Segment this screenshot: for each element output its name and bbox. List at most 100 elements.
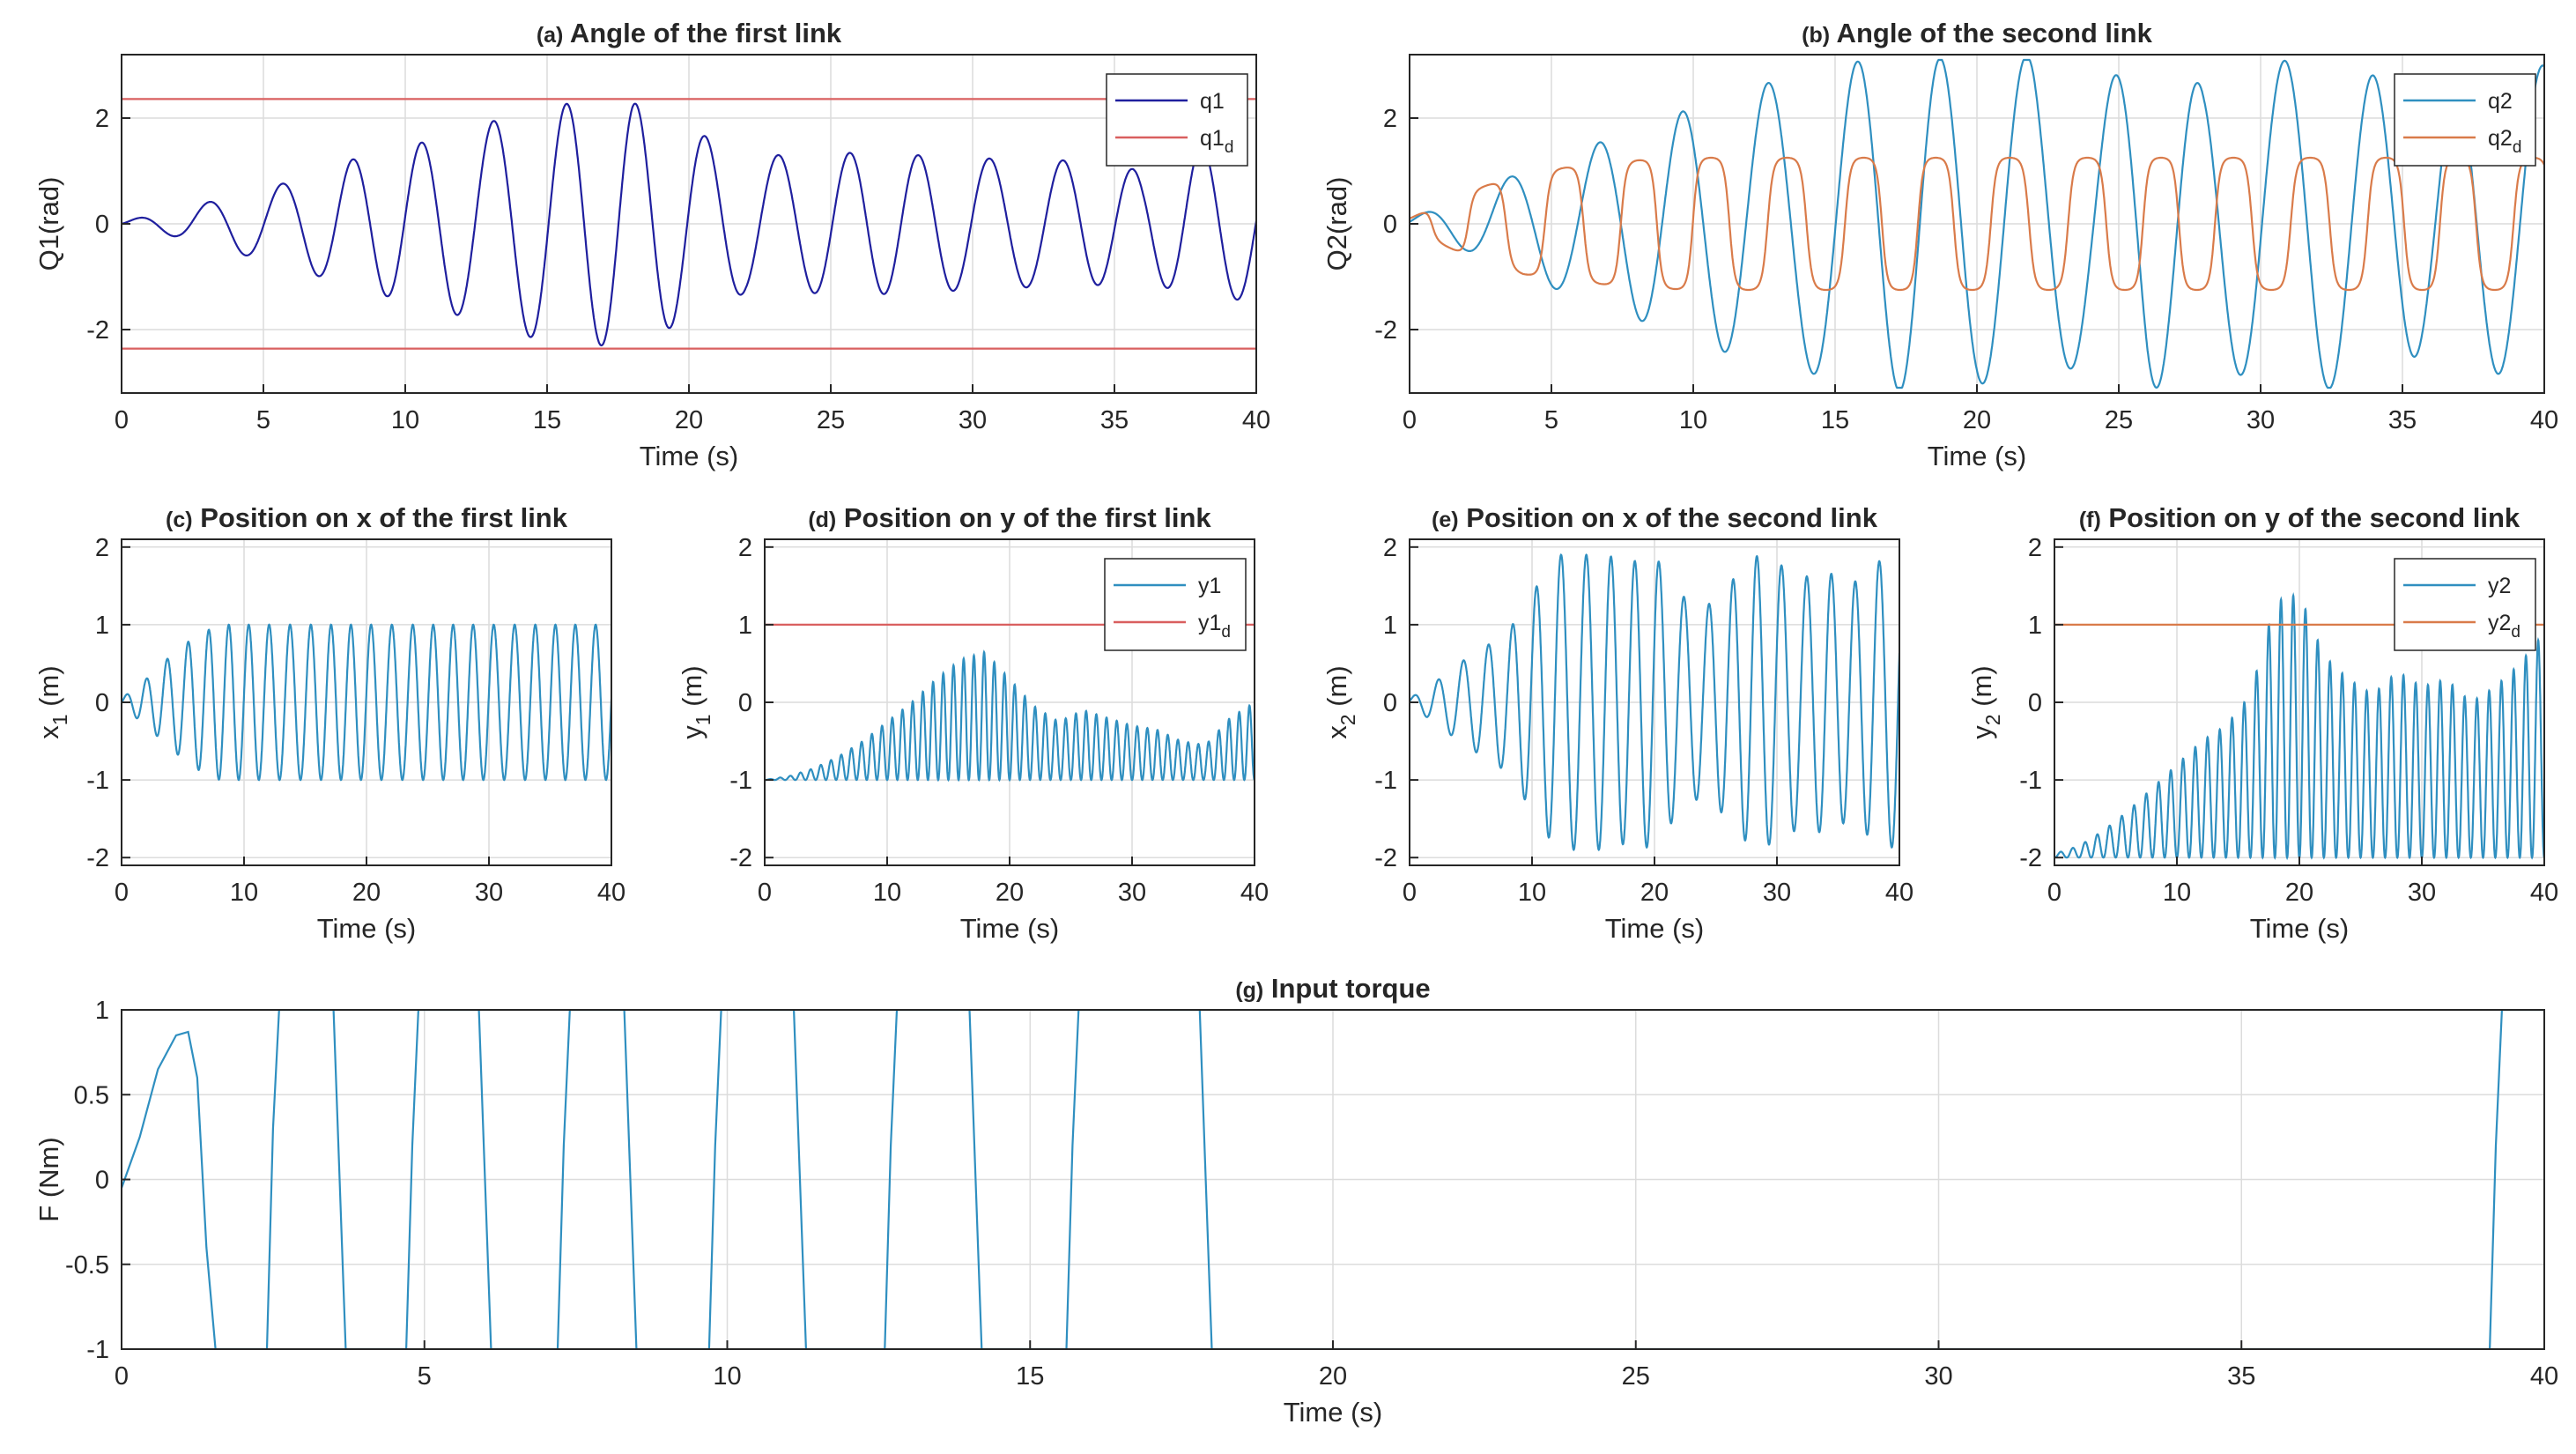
chart-a: 0 5 10 15 20 25 30 35 40 -2 0 2 (a) Angle of the fir… <box>33 18 1270 471</box>
legend-main: q2 <box>2488 126 2513 151</box>
x-tick-label: 40 <box>1240 879 1269 907</box>
title-text: Position on x of the second link <box>1459 502 1878 533</box>
legend-main: y2 <box>2488 611 2511 635</box>
x-tick-label: 20 <box>1640 879 1669 907</box>
chart-title: (e) Position on x of the second link <box>1432 502 1878 533</box>
chart-b: 0 5 10 15 20 25 30 35 40 -2 0 2 (b) Angle of the sec… <box>1321 18 2558 471</box>
series-group <box>1410 553 1899 851</box>
x-tick-label: 5 <box>418 1362 432 1391</box>
y-tick-label: 2 <box>95 534 109 562</box>
y-tick-label: -2 <box>1374 844 1397 872</box>
x-tick-label: 40 <box>1242 406 1270 434</box>
x-tick-label: 10 <box>2163 879 2191 907</box>
x-tick-label: 30 <box>2247 406 2275 434</box>
y-tick-label: -2 <box>86 844 109 872</box>
chart-title: (g) Input torque <box>1235 973 1430 1004</box>
y-label-main: x <box>33 725 64 739</box>
legend-main: y2 <box>2488 574 2511 598</box>
x-tick-label: 30 <box>1118 879 1146 907</box>
title-tag: (g) <box>1235 978 1263 1003</box>
x-tick-label: 20 <box>1963 406 1991 434</box>
y-label-main: F (Nm) <box>33 1137 64 1221</box>
x-tick-label: 35 <box>2227 1362 2255 1391</box>
y-tick-label: -1 <box>1374 767 1397 795</box>
y-tick-label: 2 <box>738 534 752 562</box>
title-tag: (e) <box>1432 508 1459 532</box>
y-label-sub: 1 <box>48 714 71 725</box>
x-tick-label: 30 <box>959 406 987 434</box>
x-tick-label: 10 <box>713 1362 741 1391</box>
legend-main: q2 <box>2488 89 2513 114</box>
series-group <box>122 623 611 782</box>
x-tick-label: 20 <box>1319 1362 1347 1391</box>
x-tick-label: 30 <box>475 879 503 907</box>
x-tick-label: 0 <box>1403 879 1417 907</box>
title-text: Position on y of the first link <box>836 502 1211 533</box>
chart-f: 0 10 20 30 40 -2 -1 0 1 2 (f) Position on y of the… <box>1966 502 2558 944</box>
x-tick-label: 15 <box>533 406 561 434</box>
x-tick-label: 20 <box>352 879 381 907</box>
y-tick-label: 0.5 <box>74 1081 109 1109</box>
y-tick-label: -1 <box>2019 767 2042 795</box>
legend-label: q2d <box>2488 126 2521 157</box>
y-tick-label: 0 <box>2028 689 2042 717</box>
x-tick-label: 30 <box>1763 879 1791 907</box>
legend-sub: d <box>2511 623 2520 642</box>
x-tick-label: 40 <box>2530 879 2558 907</box>
x-axis-label: Time (s) <box>640 441 739 471</box>
x-axis-label: Time (s) <box>1928 441 2027 471</box>
legend-label: y1 <box>1198 574 1221 598</box>
y-label-unit: (m) <box>1321 665 1352 714</box>
chart-title: (c) Position on x of the first link <box>166 502 568 533</box>
x-axis-label: Time (s) <box>2250 913 2350 944</box>
chart-title: (f) Position on y of the second link <box>2079 502 2520 533</box>
y-tick-label: -1 <box>86 1336 109 1364</box>
x-tick-label: 35 <box>1100 406 1129 434</box>
series-line-x1 <box>122 623 611 782</box>
x-tick-label: 20 <box>675 406 703 434</box>
y-tick-label: 2 <box>1383 534 1397 562</box>
y-tick-label: -2 <box>1374 316 1397 345</box>
x-tick-label: 0 <box>115 879 129 907</box>
x-tick-label: 10 <box>230 879 258 907</box>
legend-label: y2d <box>2488 611 2520 642</box>
legend-sub: d <box>2513 138 2522 157</box>
y-tick-label: -2 <box>86 316 109 345</box>
x-tick-label: 10 <box>391 406 419 434</box>
legend-sub: d <box>1221 623 1231 642</box>
y-label-unit: (m) <box>677 665 707 714</box>
y-tick-label: 0 <box>95 1167 109 1195</box>
legend-main: y1 <box>1198 611 1221 635</box>
y-label-main: Q2(rad) <box>1321 177 1352 271</box>
y-axis-label: y1 (m) <box>677 665 714 738</box>
chart-title: (b) Angle of the second link <box>1802 18 2152 48</box>
x-tick-label: 5 <box>256 406 270 434</box>
y-label-unit: (m) <box>33 665 64 714</box>
legend-main: q1 <box>1200 89 1225 114</box>
title-text: Angle of the first link <box>563 18 842 48</box>
x-tick-label: 35 <box>2388 406 2417 434</box>
x-tick-label: 40 <box>2530 406 2558 434</box>
title-tag: (f) <box>2079 508 2101 532</box>
series-line-x2 <box>1410 553 1899 851</box>
x-axis-label: Time (s) <box>1605 913 1705 944</box>
y-tick-label: 0 <box>738 689 752 717</box>
legend-main: y1 <box>1198 574 1221 598</box>
y-tick-label: 0 <box>1383 211 1397 239</box>
chart-title: (a) Angle of the first link <box>537 18 842 48</box>
series-line-q2_d <box>1410 156 2544 292</box>
x-tick-label: 0 <box>1403 406 1417 434</box>
y-tick-label: 1 <box>95 997 109 1025</box>
y-label-main: Q1(rad) <box>33 177 64 271</box>
y-tick-label: -2 <box>729 844 752 872</box>
x-tick-label: 25 <box>1622 1362 1650 1391</box>
y-tick-label: 0 <box>95 689 109 717</box>
x-tick-label: 0 <box>115 1362 129 1391</box>
y-axis-label: x1 (m) <box>33 665 71 738</box>
chart-title: (d) Position on y of the first link <box>808 502 1211 533</box>
legend-box <box>2394 558 2536 651</box>
